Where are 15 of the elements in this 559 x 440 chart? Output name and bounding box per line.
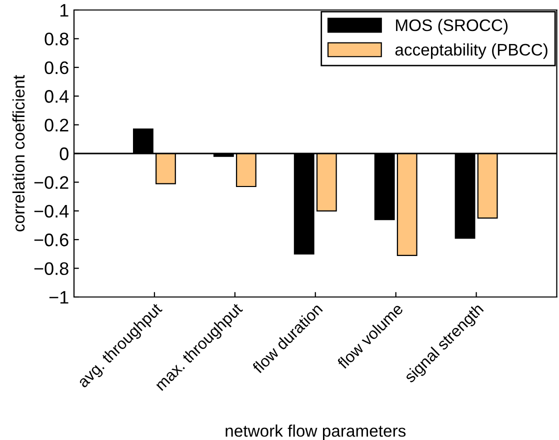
y-tick-label: −0.6 (34, 234, 68, 246)
y-tick-label: −1 (49, 291, 68, 304)
y-tick-label: 0.2 (44, 118, 68, 132)
x-axis-title: network flow parameters (226, 424, 406, 440)
y-tick-label: −0.8 (34, 262, 68, 276)
y-tick-label: 1 (60, 4, 68, 17)
y-tick-label: 0 (60, 147, 68, 160)
legend-label: acceptability (PBCC) (395, 43, 548, 59)
y-tick-label: −0.4 (34, 204, 69, 218)
y-axis-title: correlation coefficient (12, 75, 25, 232)
y-tick-label: 0.4 (44, 90, 69, 103)
y-tick-label: 0.6 (44, 61, 68, 74)
y-tick-label: 0.8 (44, 32, 68, 46)
y-tick-label: −0.2 (34, 176, 68, 189)
legend-label: MOS (SROCC) (396, 18, 508, 34)
